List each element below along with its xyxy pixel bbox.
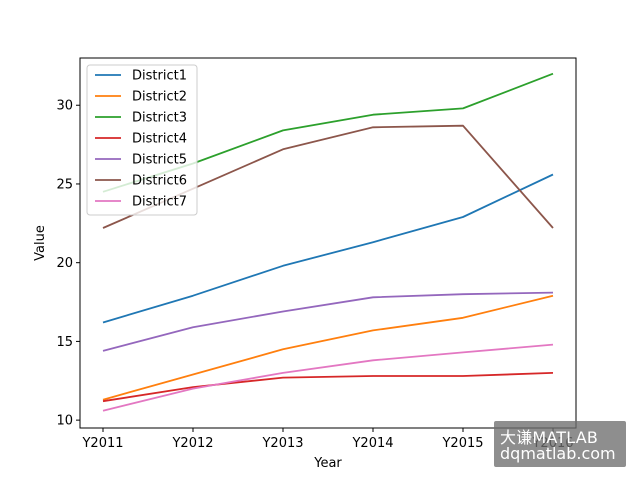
y-axis-ticks: 10 15 20 25 30 bbox=[56, 99, 80, 429]
legend-label: District2 bbox=[132, 90, 187, 105]
series-line-district5 bbox=[102, 291, 554, 352]
legend-label: District6 bbox=[132, 174, 187, 189]
y-tick-label: 10 bbox=[56, 414, 73, 429]
series-line-district4 bbox=[102, 372, 554, 403]
y-tick-label: 15 bbox=[56, 335, 73, 350]
y-axis-label: Value bbox=[33, 225, 48, 261]
series-line-district7 bbox=[102, 343, 554, 412]
y-tick-label: 25 bbox=[56, 177, 73, 192]
x-tick-label: Y2014 bbox=[351, 436, 393, 451]
legend: District1 District2 District3 District4 Dist… bbox=[86, 64, 198, 216]
x-tick-label: Y2013 bbox=[261, 436, 303, 451]
x-tick-label: Y2011 bbox=[81, 436, 123, 451]
y-tick-label: 30 bbox=[56, 99, 73, 114]
x-axis-label: Year bbox=[313, 456, 342, 471]
legend-label: District5 bbox=[132, 153, 187, 168]
legend-label: District4 bbox=[132, 132, 187, 147]
legend-label: District7 bbox=[132, 195, 187, 210]
legend-box bbox=[86, 64, 198, 216]
watermark-title: 大谦MATLAB bbox=[500, 428, 599, 447]
y-tick-label: 20 bbox=[56, 256, 73, 271]
legend-label: District3 bbox=[132, 111, 187, 126]
x-tick-label: Y2012 bbox=[171, 436, 213, 451]
legend-label: District1 bbox=[132, 69, 187, 84]
series-line-district1 bbox=[102, 173, 554, 324]
plot-frame bbox=[79, 57, 577, 429]
watermark-url: dqmatlab.com bbox=[500, 444, 616, 463]
series-line-district2 bbox=[102, 294, 554, 401]
x-tick-label: Y2015 bbox=[441, 436, 483, 451]
watermark: 大谦MATLAB dqmatlab.com bbox=[494, 421, 626, 467]
